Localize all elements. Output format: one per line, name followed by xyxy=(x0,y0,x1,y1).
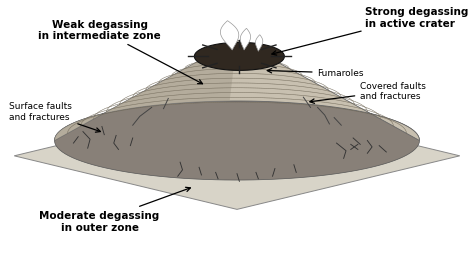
Polygon shape xyxy=(55,41,237,141)
Polygon shape xyxy=(14,103,460,210)
Polygon shape xyxy=(255,36,263,52)
Polygon shape xyxy=(194,43,284,71)
Text: Strong degassing
in active crater: Strong degassing in active crater xyxy=(272,7,468,56)
Polygon shape xyxy=(240,29,251,51)
Text: Fumaroles: Fumaroles xyxy=(267,69,364,78)
Text: Moderate degassing
in outer zone: Moderate degassing in outer zone xyxy=(39,187,191,232)
Polygon shape xyxy=(55,41,419,141)
Polygon shape xyxy=(55,102,419,180)
Text: Surface faults
and fractures: Surface faults and fractures xyxy=(9,102,100,133)
Polygon shape xyxy=(220,22,239,51)
Text: Weak degassing
in intermediate zone: Weak degassing in intermediate zone xyxy=(38,20,202,84)
Text: Covered faults
and fractures: Covered faults and fractures xyxy=(310,82,426,104)
